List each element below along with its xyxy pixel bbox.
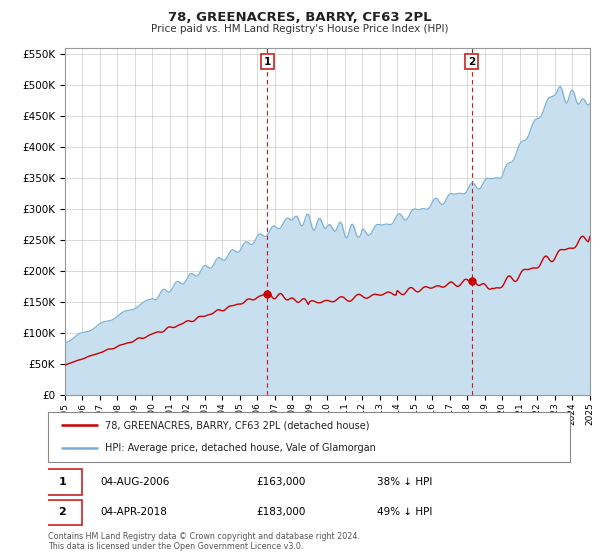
FancyBboxPatch shape: [43, 469, 82, 495]
Text: Price paid vs. HM Land Registry's House Price Index (HPI): Price paid vs. HM Land Registry's House …: [151, 24, 449, 34]
Text: 2: 2: [58, 507, 66, 517]
Text: £183,000: £183,000: [257, 507, 306, 517]
Text: 78, GREENACRES, BARRY, CF63 2PL: 78, GREENACRES, BARRY, CF63 2PL: [168, 11, 432, 24]
Text: 04-AUG-2006: 04-AUG-2006: [100, 477, 170, 487]
Text: Contains HM Land Registry data © Crown copyright and database right 2024.
This d: Contains HM Land Registry data © Crown c…: [48, 532, 360, 552]
Text: £163,000: £163,000: [257, 477, 306, 487]
FancyBboxPatch shape: [48, 412, 570, 462]
Text: 38% ↓ HPI: 38% ↓ HPI: [377, 477, 432, 487]
Text: 1: 1: [58, 477, 66, 487]
Text: 1: 1: [264, 57, 271, 67]
Text: 78, GREENACRES, BARRY, CF63 2PL (detached house): 78, GREENACRES, BARRY, CF63 2PL (detache…: [106, 420, 370, 430]
Text: 04-APR-2018: 04-APR-2018: [100, 507, 167, 517]
Text: 49% ↓ HPI: 49% ↓ HPI: [377, 507, 432, 517]
Text: 2: 2: [468, 57, 475, 67]
Text: HPI: Average price, detached house, Vale of Glamorgan: HPI: Average price, detached house, Vale…: [106, 444, 376, 454]
FancyBboxPatch shape: [43, 500, 82, 525]
